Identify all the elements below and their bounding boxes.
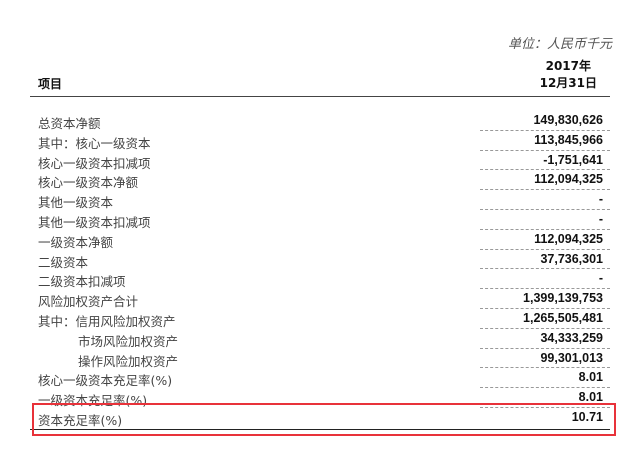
dashed-divider <box>480 327 610 329</box>
row-label: 其他一级资本扣减项 <box>38 214 151 230</box>
row-label: 二级资本 <box>38 254 89 270</box>
dashed-divider <box>480 169 610 171</box>
dashed-divider <box>480 347 610 349</box>
dashed-divider <box>480 387 610 389</box>
capital-table: 总资本净额 149,830,626 其中：核心一级资本 113,845,966 核心一级… <box>0 111 641 428</box>
row-value: 37,736,301 <box>540 251 603 266</box>
date-day: 12月31日 <box>539 76 597 90</box>
row-value: 34,333,259 <box>540 330 603 345</box>
row-label: 一级资本净额 <box>38 234 114 250</box>
row-label: 核心一级资本充足率(%) <box>38 373 173 389</box>
table-row: 二级资本 37,736,301 <box>0 250 641 270</box>
table-row: 市场风险加权资产 34,333,259 <box>0 329 641 349</box>
dashed-divider <box>480 149 610 151</box>
column-header-item: 项目 <box>38 77 63 91</box>
header-divider <box>30 96 610 97</box>
date-year: 2017年 <box>545 59 591 73</box>
row-value: 10.71 <box>571 409 603 424</box>
row-label: 核心一级资本净额 <box>38 175 139 191</box>
table-row: 核心一级资本充足率(%) 8.01 <box>0 368 641 388</box>
row-value: 1,265,505,481 <box>523 310 603 325</box>
row-value: -1,751,641 <box>543 152 603 167</box>
row-label: 其中：核心一级资本 <box>38 135 151 151</box>
dashed-divider <box>480 288 610 290</box>
row-label: 操作风险加权资产 <box>78 353 179 369</box>
table-row: 其他一级资本扣减项 - <box>0 210 641 230</box>
dashed-divider <box>480 228 610 230</box>
row-value: - <box>598 211 603 226</box>
dashed-divider <box>480 268 610 270</box>
dashed-divider <box>480 248 610 250</box>
row-label: 资本充足率(%) <box>38 412 123 428</box>
table-row: 二级资本扣减项 - <box>0 269 641 289</box>
table-row: 总资本净额 149,830,626 <box>0 111 641 131</box>
highlight-box <box>32 403 616 436</box>
row-label: 市场风险加权资产 <box>78 333 179 349</box>
column-header-date: 2017年 12月31日 <box>540 58 597 92</box>
row-label: 总资本净额 <box>38 116 101 131</box>
table-row: 一级资本净额 112,094,325 <box>0 230 641 250</box>
table-row: 资本充足率(%) 10.71 <box>0 408 641 428</box>
table-row: 其中：信用风险加权资产 1,265,505,481 <box>0 309 641 329</box>
row-value: 112,094,325 <box>534 231 603 246</box>
dashed-divider <box>480 307 610 309</box>
dashed-divider <box>480 208 610 210</box>
table-bottom-line <box>30 429 610 430</box>
dashed-divider <box>480 406 610 408</box>
row-value: 113,845,966 <box>534 132 603 147</box>
row-value: 149,830,626 <box>533 113 603 127</box>
table-row: 其中：核心一级资本 113,845,966 <box>0 131 641 151</box>
row-label: 其中：信用风险加权资产 <box>38 313 176 329</box>
dashed-divider <box>480 189 610 191</box>
table-row: 风险加权资产合计 1,399,139,753 <box>0 289 641 309</box>
table-row: 核心一级资本扣减项 -1,751,641 <box>0 151 641 171</box>
unit-label: 单位：人民币千元 <box>507 37 612 52</box>
table-row: 核心一级资本净额 112,094,325 <box>0 170 641 190</box>
row-value: 99,301,013 <box>540 350 603 365</box>
dashed-divider <box>480 367 610 369</box>
row-label: 二级资本扣减项 <box>38 274 126 290</box>
dashed-divider <box>480 129 610 131</box>
row-label: 风险加权资产合计 <box>38 294 139 310</box>
row-value: - <box>598 192 603 207</box>
row-label: 其他一级资本 <box>38 195 114 211</box>
row-label: 核心一级资本扣减项 <box>38 155 151 171</box>
table-row: 其他一级资本 - <box>0 190 641 210</box>
row-value: - <box>598 271 603 286</box>
row-value: 112,094,325 <box>534 172 603 187</box>
row-value: 1,399,139,753 <box>523 291 603 306</box>
row-value: 8.01 <box>578 370 603 385</box>
row-value: 8.01 <box>578 390 603 405</box>
table-row: 操作风险加权资产 99,301,013 <box>0 349 641 369</box>
